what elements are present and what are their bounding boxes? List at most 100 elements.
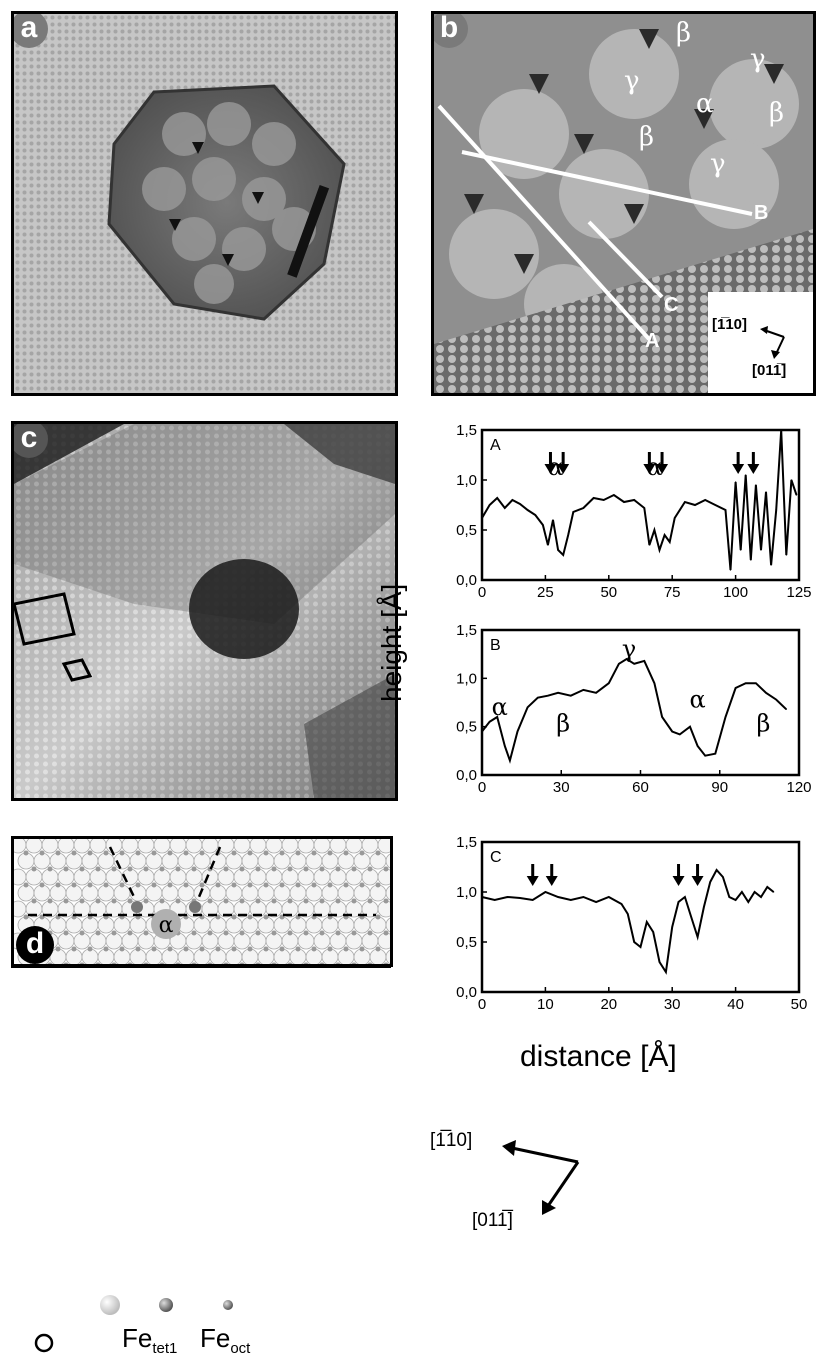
data-point — [760, 549, 762, 551]
fe-oct-atom — [199, 850, 205, 856]
y-tick-label: 0,5 — [456, 719, 477, 736]
fe-oct-atom — [247, 850, 253, 856]
data-point — [671, 926, 673, 928]
data-point — [511, 499, 514, 501]
fe-oct-atom — [151, 946, 157, 952]
fe-oct-atom — [359, 850, 365, 856]
data-point — [665, 971, 667, 973]
fe-oct-atom — [79, 898, 85, 904]
site-label: β — [676, 18, 692, 48]
data-point — [592, 497, 595, 499]
fe-tet-atom — [189, 901, 201, 913]
line-profile-c: 0,0 0,5 1,0 1,5 0 10 20 30 40 50 C — [456, 834, 807, 1013]
fe-oct-atom — [303, 930, 309, 936]
fe-oct-atom — [119, 850, 125, 856]
fe-oct-atom — [319, 962, 325, 964]
fe-oct-atom — [311, 882, 317, 888]
fe-oct-atom — [191, 962, 197, 964]
profile-letter: A — [490, 437, 501, 454]
data-point — [572, 511, 574, 513]
fe-oct-atom — [303, 962, 309, 964]
site-label: β — [639, 122, 655, 152]
fe-oct-atom — [343, 946, 349, 952]
fe-oct-atom — [167, 850, 173, 856]
site-annotation: α — [492, 693, 508, 721]
data-point — [623, 501, 625, 503]
stm-image-b: b β γ γ α β β γ B C A [1̅10] [011̅] — [431, 11, 816, 396]
data-point — [504, 507, 506, 509]
data-point — [643, 660, 645, 662]
fe-oct-atom — [199, 882, 205, 888]
fe-oct-atom — [63, 930, 69, 936]
plot-frame — [480, 840, 801, 994]
fe-tet-icon — [159, 1298, 173, 1312]
direction-arrows-icon — [760, 326, 785, 359]
fe-oct-atom — [359, 882, 365, 888]
data-point — [750, 559, 752, 561]
data-point — [646, 921, 648, 923]
fe-oct-atom — [111, 930, 117, 936]
arrow-head — [691, 876, 704, 886]
fe-oct-atom — [159, 898, 165, 904]
x-tick-label: 100 — [723, 584, 748, 601]
arrow-head — [732, 464, 745, 474]
fe-oct-atom — [31, 898, 37, 904]
data-point — [735, 899, 737, 901]
fe-oct-atom — [135, 882, 141, 888]
dashed-line — [108, 846, 138, 902]
y-tick-label: 0,0 — [456, 572, 477, 589]
fe-oct-atom — [159, 866, 165, 872]
fe-oct-atom — [231, 914, 237, 920]
data-point — [633, 941, 635, 943]
fe-oct-atom — [383, 866, 389, 872]
data-point — [704, 755, 706, 757]
data-point — [519, 503, 521, 505]
fe-oct-atom — [47, 962, 53, 964]
data-point — [557, 692, 559, 694]
data-point — [755, 682, 757, 684]
vacancy-icon — [34, 1333, 54, 1353]
fe-oct-atom — [127, 930, 133, 936]
data-point — [481, 517, 483, 519]
data-point — [516, 730, 519, 733]
fe-oct-atom — [111, 962, 117, 964]
data-point — [552, 519, 554, 521]
data-point — [595, 901, 597, 903]
x-tick-label: 25 — [537, 584, 554, 601]
fe-oct-atom — [191, 866, 197, 872]
fe-oct-atom — [327, 882, 333, 888]
x-tick-label: 90 — [711, 779, 728, 796]
data-point — [765, 692, 767, 694]
data-point — [625, 658, 628, 660]
profile-letter: B — [490, 637, 501, 654]
fe-oct-atom — [111, 898, 117, 904]
data-point — [620, 903, 623, 905]
oxygen-atom — [385, 885, 390, 901]
fe-oct-atom — [23, 882, 29, 888]
fe-oct-atom — [311, 946, 317, 952]
fe-oct-atom — [383, 898, 389, 904]
fe-oct-atom — [351, 930, 357, 936]
fe-oct-atom — [95, 930, 101, 936]
arrow-head — [643, 464, 656, 474]
data-point — [690, 916, 692, 918]
data-point — [633, 499, 635, 501]
fe-oct-atom — [79, 962, 85, 964]
fe-oct-atom — [63, 962, 69, 964]
data-point — [722, 876, 724, 878]
line-label-a: A — [645, 330, 660, 352]
fe-oct-atom — [135, 946, 141, 952]
fe-oct-atom — [215, 946, 221, 952]
data-point — [729, 569, 732, 571]
fe-oct-atom — [135, 850, 141, 856]
data-point — [582, 896, 585, 898]
y-axis-label: height [Å] — [376, 583, 407, 702]
data-point — [684, 501, 686, 503]
data-point — [519, 897, 521, 899]
stm-image-c: c — [11, 421, 398, 801]
data-point — [747, 901, 749, 903]
line-profile-b: 0,0 0,5 1,0 1,5 0 30 60 90 120 Bα β γ α β — [456, 622, 811, 796]
fe-oct-atom — [287, 866, 293, 872]
data-point — [677, 901, 680, 903]
fe-oct-atom — [375, 882, 381, 888]
